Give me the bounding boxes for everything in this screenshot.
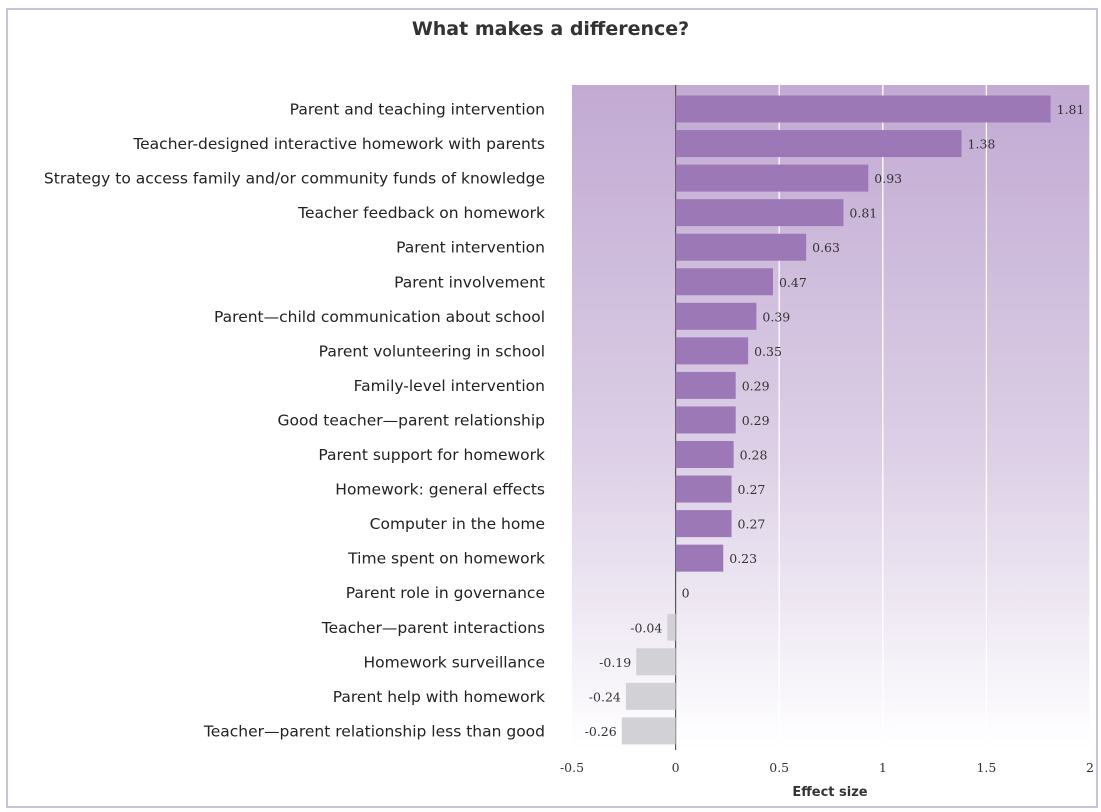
data-label: 0.63: [812, 240, 840, 255]
bar: [675, 199, 844, 227]
data-label: 0.81: [849, 206, 877, 221]
category-label: Family-level intervention: [354, 377, 545, 395]
data-label: 0.29: [742, 413, 770, 428]
x-tick-label: -0.5: [560, 760, 584, 775]
bar: [675, 130, 962, 158]
category-label: Parent volunteering in school: [319, 342, 545, 360]
category-label: Teacher—parent interactions: [321, 619, 545, 637]
bar: [675, 544, 724, 572]
data-label: -0.04: [630, 620, 662, 635]
x-tick-label: 1: [879, 760, 887, 775]
category-label: Homework: general effects: [335, 481, 545, 499]
category-label: Parent involvement: [394, 273, 545, 291]
bar: [675, 337, 749, 365]
bar: [675, 302, 757, 330]
bar: [621, 717, 676, 745]
data-label: 0.23: [729, 551, 757, 566]
data-label: 0.35: [754, 344, 782, 359]
x-tick-label: 0.5: [769, 760, 789, 775]
data-label: 0.28: [740, 448, 768, 463]
category-label: Parent and teaching intervention: [290, 101, 545, 119]
bar: [675, 95, 1051, 123]
bar: [625, 682, 676, 710]
x-tick-label: 1.5: [976, 760, 996, 775]
category-label: Teacher feedback on homework: [297, 204, 545, 222]
bar: [675, 441, 734, 468]
x-axis-title: Effect size: [792, 785, 867, 800]
category-label: Homework surveillance: [364, 653, 546, 671]
data-label: 0.39: [762, 309, 790, 324]
x-tick-label: 0: [672, 760, 680, 775]
data-label: -0.19: [599, 655, 631, 670]
category-label: Computer in the home: [370, 515, 545, 533]
data-label: 0: [682, 586, 690, 601]
bar: [636, 648, 676, 676]
bar: [667, 613, 676, 641]
data-label: -0.26: [585, 724, 617, 739]
data-label: 0.47: [779, 275, 807, 290]
category-label: Teacher—parent relationship less than go…: [203, 722, 545, 740]
data-label: 0.27: [738, 482, 766, 497]
data-label: 0.27: [738, 517, 766, 532]
data-label: 0.29: [742, 378, 770, 393]
category-label: Parent support for homework: [318, 446, 545, 464]
category-label: Parent role in governance: [346, 584, 545, 602]
x-tick-label: 2: [1086, 760, 1094, 775]
data-label: 1.81: [1057, 102, 1085, 117]
bar: [675, 371, 736, 399]
data-label: 1.38: [968, 137, 996, 152]
bar: [675, 406, 736, 434]
plot-area: [572, 85, 1090, 750]
bar: [675, 233, 807, 261]
category-label: Parent—child communication about school: [214, 308, 545, 326]
category-label: Strategy to access family and/or communi…: [44, 170, 545, 188]
category-label: Parent intervention: [396, 239, 545, 257]
bar: [675, 475, 732, 503]
chart-title: What makes a difference?: [411, 18, 690, 40]
category-label: Good teacher—parent relationship: [278, 411, 545, 429]
category-label: Time spent on homework: [347, 550, 545, 568]
category-label: Teacher-designed interactive homework wi…: [132, 135, 545, 153]
bar: [675, 510, 732, 538]
data-label: -0.24: [589, 689, 621, 704]
bar: [675, 268, 773, 296]
category-label: Parent help with homework: [333, 688, 545, 706]
data-label: 0.93: [874, 171, 902, 186]
bar: [675, 164, 869, 192]
